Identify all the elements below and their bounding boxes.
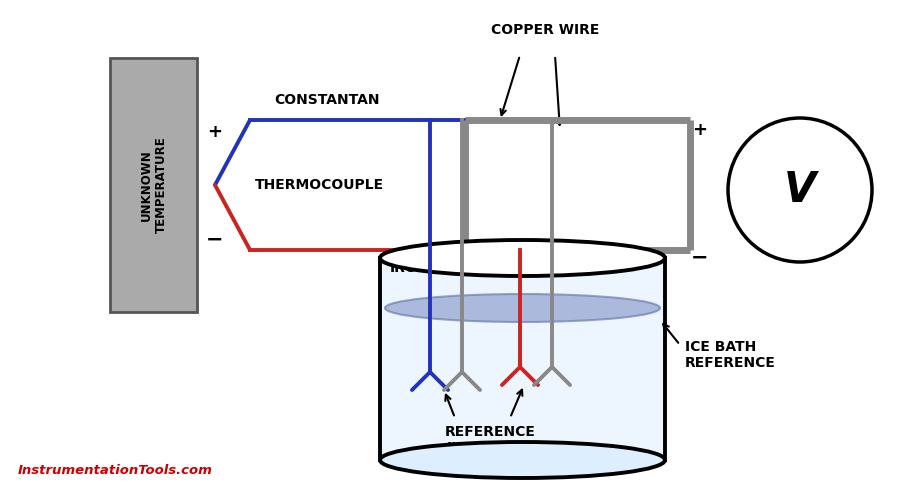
Circle shape xyxy=(728,118,872,262)
Text: −: − xyxy=(691,248,709,268)
Text: V: V xyxy=(784,169,816,211)
FancyBboxPatch shape xyxy=(110,58,197,312)
Text: COPPER WIRE: COPPER WIRE xyxy=(491,23,599,37)
Text: IRON: IRON xyxy=(390,261,430,275)
Ellipse shape xyxy=(385,294,660,322)
Text: −: − xyxy=(206,230,224,250)
Text: ICE BATH
REFERENCE: ICE BATH REFERENCE xyxy=(685,340,776,370)
Text: THERMOCOUPLE: THERMOCOUPLE xyxy=(255,178,384,192)
Bar xyxy=(380,258,665,460)
Text: REFERENCE
JUNCTIONS: REFERENCE JUNCTIONS xyxy=(444,425,535,455)
Text: +: + xyxy=(208,123,223,141)
Text: +: + xyxy=(692,121,708,139)
Ellipse shape xyxy=(380,240,665,276)
Text: UNKNOWN
TEMPERATURE: UNKNOWN TEMPERATURE xyxy=(140,136,167,233)
Ellipse shape xyxy=(380,442,665,478)
Text: CONSTANTAN: CONSTANTAN xyxy=(274,93,380,107)
Text: InstrumentationTools.com: InstrumentationTools.com xyxy=(18,464,213,476)
